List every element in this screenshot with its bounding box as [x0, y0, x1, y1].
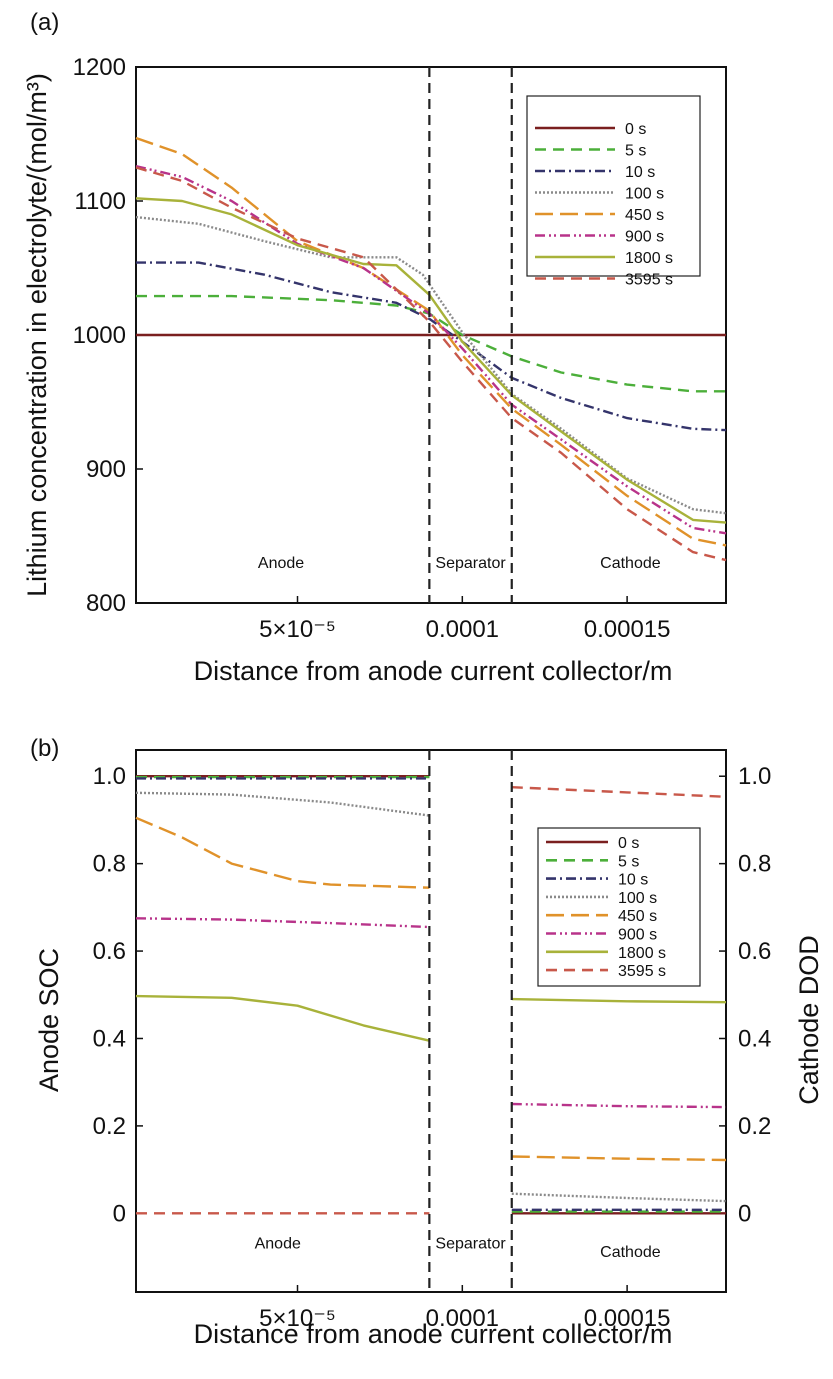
chart-a-legend-label: 1800 s — [625, 250, 673, 267]
chart-b-legend-label: 900 s — [618, 927, 657, 944]
chart-a-legend-label: 450 s — [625, 207, 664, 224]
chart-b-y-tick-label: 0.6 — [93, 938, 126, 965]
chart-a-series-5s — [136, 294, 726, 393]
chart-b-y2-tick-label: 0.2 — [738, 1113, 771, 1140]
chart-b-y2label: Cathode DOD — [794, 935, 824, 1105]
chart-a-xlabel: Distance from anode current collector/m — [194, 656, 673, 686]
chart-b-legend-box — [537, 827, 701, 987]
chart-b-series-1800s — [511, 997, 727, 1004]
chart-a-y-tick-label: 800 — [86, 590, 126, 617]
chart-b-legend-label: 3595 s — [618, 963, 666, 980]
chart-b-legend-label: 450 s — [618, 908, 657, 925]
chart-b-y-tick-label: 0 — [113, 1200, 126, 1227]
chart-a-x-tick-label: 5×10⁻⁵ — [259, 616, 336, 643]
chart-a-x-tick-label: 0.00015 — [584, 616, 671, 643]
chart-a-y-tick-label: 900 — [86, 456, 126, 483]
chart-b-plot-frame — [135, 749, 727, 1293]
chart-a-legend-label: 900 s — [625, 229, 664, 246]
chart-b-y2-tick-label: 0.4 — [738, 1025, 771, 1052]
chart-a-legend-label: 10 s — [625, 164, 655, 181]
chart-a-legend-label: 0 s — [625, 121, 646, 138]
chart-a-legend-label: 100 s — [625, 186, 664, 203]
chart-b-x-tick-label: 5×10⁻⁵ — [259, 1305, 336, 1332]
chart-b-series-1800s — [135, 994, 430, 1042]
panel-b-label: (b) — [30, 735, 59, 762]
chart-a-y-tick-label: 1200 — [73, 54, 126, 81]
chart-a-legend-box — [526, 95, 701, 277]
chart-b-series-900s — [135, 917, 430, 929]
chart-b-y2-tick-label: 0 — [738, 1200, 751, 1227]
chart-a: Distance from anode current collector/m … — [22, 54, 727, 686]
chart-b-x-tick-label: 0.00015 — [584, 1305, 671, 1332]
chart-a-y-tick-label: 1100 — [74, 188, 126, 215]
panel-a-label: (a) — [30, 9, 59, 36]
chart-a-series-450s — [135, 136, 727, 547]
chart-b-x-tick-label: 0.0001 — [426, 1305, 499, 1332]
chart-b-y2-tick-label: 1.0 — [738, 763, 771, 790]
chart-b-y-tick-label: 0.8 — [93, 851, 126, 878]
chart-a-series-3595s — [135, 166, 727, 562]
chart-b-legend-label: 1800 s — [618, 945, 666, 962]
chart-b-series-450s — [511, 1155, 727, 1162]
chart-b-series-100s — [511, 1192, 727, 1203]
chart-a-legend-label: 3595 s — [625, 272, 673, 289]
chart-b-legend-label: 0 s — [618, 835, 639, 852]
chart-b-series-900s — [511, 1102, 727, 1109]
chart-a-series-100s — [135, 215, 727, 515]
chart-a-y-tick-label: 1000 — [73, 322, 126, 349]
chart-a-region-label: Cathode — [600, 555, 661, 572]
chart-b-y-tick-label: 1.0 — [93, 763, 126, 790]
chart-a-x-tick-label: 0.0001 — [426, 616, 499, 643]
chart-b-legend-label: 5 s — [618, 853, 639, 870]
chart-b-y-tick-label: 0.2 — [93, 1113, 126, 1140]
chart-a-region-label: Anode — [258, 555, 304, 572]
chart-b-series-100s — [135, 791, 430, 817]
chart-b-legend-label: 100 s — [618, 890, 657, 907]
chart-b: Distance from anode current collector/m … — [34, 749, 824, 1349]
chart-b-series-3595s — [511, 786, 727, 798]
chart-b-region-label: Separator — [435, 1235, 506, 1252]
chart-b-ylabel: Anode SOC — [34, 948, 64, 1092]
chart-a-region-label: Separator — [435, 555, 506, 572]
chart-b-legend-label: 10 s — [618, 872, 648, 889]
chart-b-region-label: Cathode — [600, 1244, 661, 1261]
chart-b-y2-tick-label: 0.8 — [738, 851, 771, 878]
chart-a-ylabel: Lithium concentration in electrolyte/(mo… — [22, 73, 52, 597]
chart-b-region-label: Anode — [255, 1235, 301, 1252]
chart-b-series-450s — [135, 816, 430, 889]
chart-b-y-tick-label: 0.4 — [93, 1025, 126, 1052]
chart-b-y2-tick-label: 0.6 — [738, 938, 771, 965]
chart-a-series-900s — [135, 165, 727, 535]
chart-b-xlabel: Distance from anode current collector/m — [194, 1319, 673, 1349]
chart-a-legend-label: 5 s — [625, 143, 646, 160]
